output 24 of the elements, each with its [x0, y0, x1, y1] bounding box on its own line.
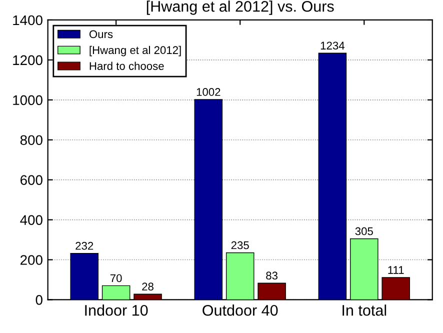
y-tick-label: 600	[20, 175, 42, 185]
data-label: 235	[231, 241, 249, 250]
y-tick-label: 1200	[13, 55, 42, 66]
y-tick-label: 1400	[13, 15, 42, 26]
data-label: 232	[76, 242, 94, 250]
chart-title: [Hwang et al 2012] vs. Ours	[146, 0, 334, 15]
x-tick-label: Indoor 10	[85, 304, 148, 316]
y-tick-label: 0	[36, 295, 42, 305]
data-label: 305	[355, 227, 373, 236]
legend-label: [Hwang et al 2012]	[90, 46, 181, 56]
legend-label: Hard to choose	[90, 62, 164, 70]
y-tick-label: 200	[20, 255, 42, 265]
data-label: 111	[388, 266, 404, 274]
data-label: 83	[266, 272, 278, 280]
data-label: 28	[142, 282, 154, 291]
y-tick-label: 1000	[13, 95, 42, 106]
y-tick-label: 400	[20, 215, 42, 225]
data-label: 1234	[320, 42, 344, 50]
data-label: 1002	[196, 88, 220, 96]
data-label: 70	[110, 274, 122, 282]
legend-label: Ours	[89, 30, 113, 38]
y-tick-label: 800	[20, 135, 42, 146]
x-tick-label: In total	[342, 304, 386, 316]
x-tick-label: Outdoor 40	[202, 304, 278, 316]
